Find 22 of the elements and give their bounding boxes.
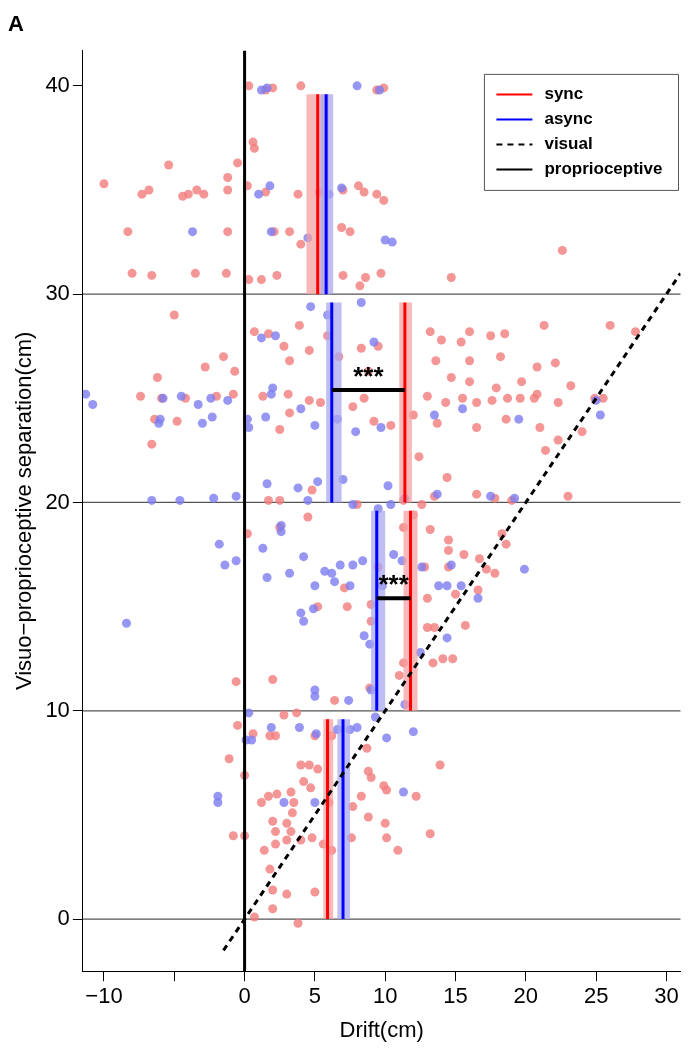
legend-label: async xyxy=(544,109,593,129)
annotation: *** xyxy=(353,360,385,391)
y-tick-label: 10 xyxy=(45,696,70,722)
x-tick-label: 0 xyxy=(238,983,251,1009)
y-axis-title: Visuo−proprioceptive separation(cm) xyxy=(11,331,37,691)
legend-label: proprioceptive xyxy=(544,159,663,179)
x-tick-label: 25 xyxy=(583,983,609,1009)
legend-label: visual xyxy=(544,134,593,154)
x-axis-title: Drift(cm) xyxy=(339,1016,424,1042)
x-tick-label: 30 xyxy=(654,983,679,1009)
x-tick-label: 10 xyxy=(372,983,398,1009)
y-tick-label: 30 xyxy=(45,280,70,306)
y-tick-label: 0 xyxy=(57,905,70,931)
x-tick-label: 20 xyxy=(513,983,539,1009)
y-tick-label: 20 xyxy=(45,488,70,514)
chart-title: A xyxy=(8,11,24,37)
x-tick-label: −10 xyxy=(85,983,123,1009)
y-tick-label: 40 xyxy=(45,71,70,97)
x-tick-label: 15 xyxy=(443,983,468,1009)
x-tick-label: 5 xyxy=(308,983,322,1009)
legend-label: sync xyxy=(544,84,584,104)
annotation: *** xyxy=(378,569,410,600)
